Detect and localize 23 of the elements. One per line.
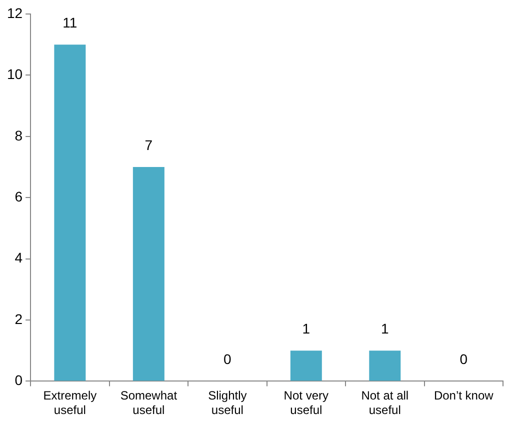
data-label: 0 (460, 351, 468, 368)
bar (290, 350, 322, 381)
x-tick-label: Extremely useful (43, 388, 97, 418)
x-tick-label: Slightly useful (208, 388, 247, 418)
y-tick-label: 4 (14, 250, 23, 266)
data-label: 11 (62, 14, 78, 30)
data-label: 0 (224, 351, 232, 368)
x-tick-label: Not very useful (284, 388, 328, 418)
data-label: 7 (144, 136, 153, 153)
x-tick-label: Not at all useful (361, 388, 409, 418)
bar (54, 44, 86, 381)
x-tick-label: Somewhat useful (120, 388, 178, 418)
y-tick-label: 12 (6, 4, 23, 21)
y-tick-label: 6 (14, 188, 23, 204)
y-tick-label: 0 (14, 372, 23, 388)
y-tick-label: 2 (14, 310, 23, 327)
y-tick-label: 10 (6, 66, 23, 82)
data-label: 1 (380, 320, 389, 336)
bar (369, 350, 401, 381)
data-label: 1 (302, 320, 310, 336)
bar (132, 167, 164, 381)
x-tick-label: Don’t know (434, 388, 494, 403)
y-tick-label: 8 (14, 127, 23, 144)
